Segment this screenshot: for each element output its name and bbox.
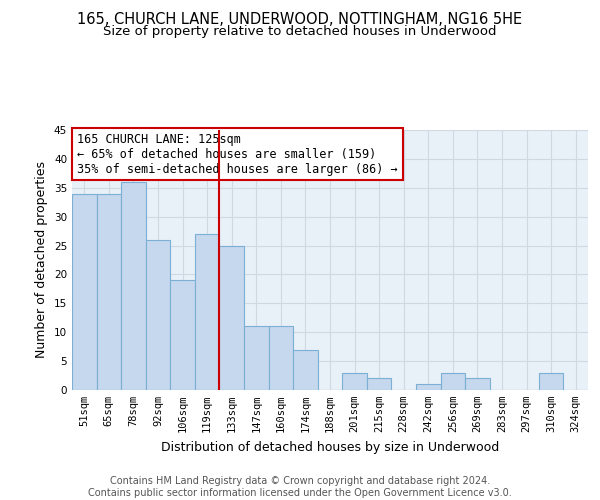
Bar [293, 350, 318, 390]
Bar [465, 378, 490, 390]
Text: Contains HM Land Registry data © Crown copyright and database right 2024.
Contai: Contains HM Land Registry data © Crown c… [88, 476, 512, 498]
Bar [170, 280, 195, 390]
Text: 165 CHURCH LANE: 125sqm
← 65% of detached houses are smaller (159)
35% of semi-d: 165 CHURCH LANE: 125sqm ← 65% of detache… [77, 132, 398, 176]
Bar [121, 182, 146, 390]
Bar [72, 194, 97, 390]
Bar [440, 372, 465, 390]
Bar [220, 246, 244, 390]
Bar [146, 240, 170, 390]
Text: 165, CHURCH LANE, UNDERWOOD, NOTTINGHAM, NG16 5HE: 165, CHURCH LANE, UNDERWOOD, NOTTINGHAM,… [77, 12, 523, 28]
X-axis label: Distribution of detached houses by size in Underwood: Distribution of detached houses by size … [161, 440, 499, 454]
Bar [195, 234, 220, 390]
Bar [97, 194, 121, 390]
Bar [269, 326, 293, 390]
Y-axis label: Number of detached properties: Number of detached properties [35, 162, 49, 358]
Bar [416, 384, 440, 390]
Bar [367, 378, 391, 390]
Bar [342, 372, 367, 390]
Text: Size of property relative to detached houses in Underwood: Size of property relative to detached ho… [103, 25, 497, 38]
Bar [244, 326, 269, 390]
Bar [539, 372, 563, 390]
